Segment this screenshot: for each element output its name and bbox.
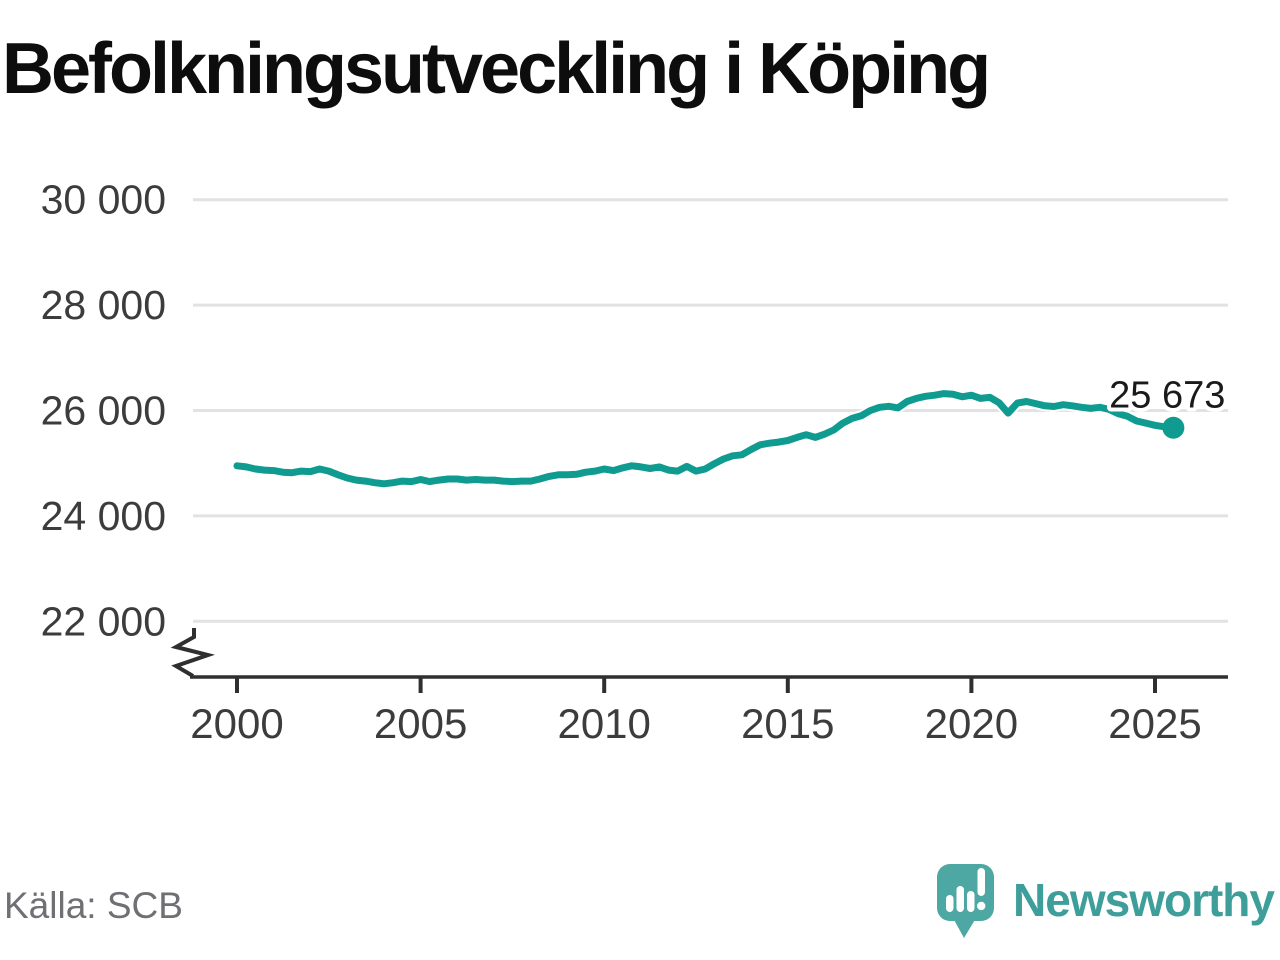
x-axis-tick-label: 2005 bbox=[374, 700, 467, 747]
y-axis-tick-label: 30 000 bbox=[41, 177, 166, 223]
x-axis-tick-label: 2010 bbox=[557, 700, 650, 747]
y-axis-tick-label: 28 000 bbox=[41, 282, 166, 328]
population-line bbox=[233, 390, 1177, 488]
y-axis-break-squiggle bbox=[170, 628, 216, 678]
source-note: Källa: SCB bbox=[4, 885, 183, 926]
chart-title: Befolkningsutveckling i Köping bbox=[2, 29, 991, 109]
y-axis-tick-label: 22 000 bbox=[41, 598, 166, 644]
x-axis-tick-label: 2025 bbox=[1108, 700, 1201, 747]
x-axis-tick-label: 2015 bbox=[741, 700, 834, 747]
population-line-chart: 30 000 28 000 26 000 24 000 22 000 2000 2005 20… bbox=[41, 177, 1230, 747]
x-axis-tick-label: 2020 bbox=[925, 700, 1018, 747]
x-axis-tick-label: 2000 bbox=[190, 700, 283, 747]
newsworthy-branding: Newsworthy bbox=[935, 858, 1275, 942]
y-axis-tick-label: 26 000 bbox=[41, 388, 166, 434]
end-value-label: 25 673 bbox=[1109, 375, 1225, 417]
y-axis-tick-label: 24 000 bbox=[41, 493, 166, 539]
end-point-dot bbox=[1162, 416, 1185, 439]
newsworthy-speech-bubble-chart-icon bbox=[937, 864, 995, 938]
newsworthy-wordmark: Newsworthy bbox=[1013, 874, 1275, 926]
